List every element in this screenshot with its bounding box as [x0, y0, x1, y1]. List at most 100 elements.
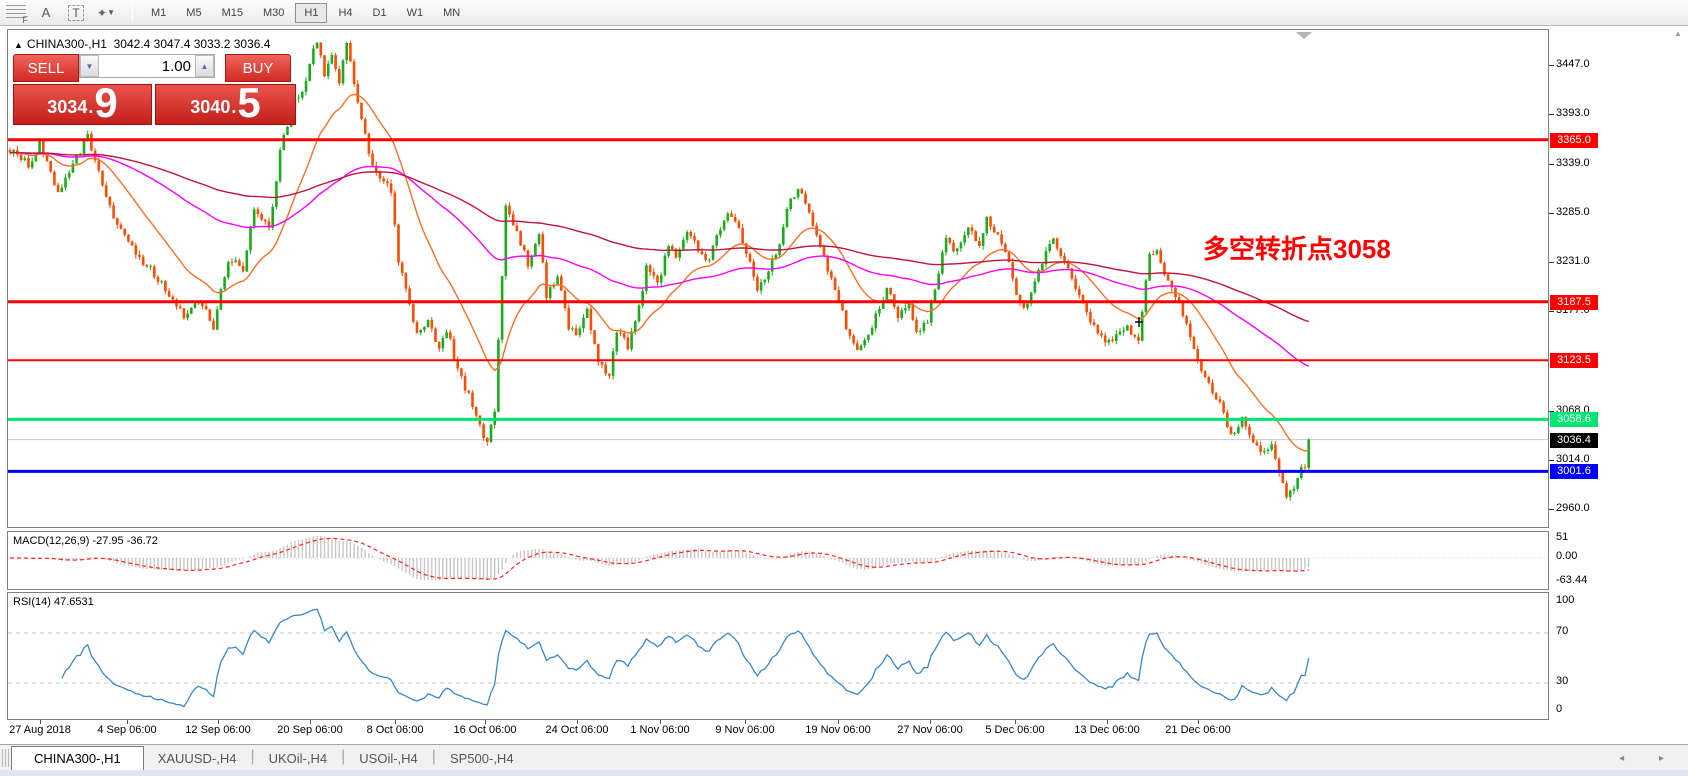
date-label: 27 Nov 06:00 — [897, 724, 963, 736]
date-tick-mark — [40, 720, 41, 724]
volume-input[interactable] — [99, 55, 195, 77]
timeframe-button-m15[interactable]: M15 — [221, 6, 243, 19]
date-label: 4 Sep 06:00 — [97, 724, 157, 736]
macd-panel[interactable]: MACD(12,26,9) -27.95 -36.72 — [7, 531, 1549, 590]
rsi-panel[interactable]: RSI(14) 47.6531 — [7, 592, 1549, 720]
collapse-arrow-icon[interactable]: ▲ — [1674, 29, 1682, 38]
symbol-tab-ukoilh4[interactable]: UKOil-,H4 — [268, 751, 328, 766]
text-label-icon[interactable]: T — [64, 3, 88, 23]
price-badge: 3036.4 — [1550, 433, 1598, 448]
date-tick-mark — [930, 720, 931, 724]
buy-price-box[interactable]: 3040. 5 — [155, 79, 296, 127]
symbol-tab-xauusdh4[interactable]: XAUUSD-,H4 — [157, 751, 237, 766]
price-badge: 3365.0 — [1550, 133, 1598, 148]
date-tick-mark — [127, 720, 128, 724]
sell-button[interactable]: SELL — [13, 54, 79, 82]
tab-separator: | — [341, 748, 346, 765]
date-label: 9 Nov 06:00 — [715, 724, 775, 736]
date-tick-mark — [1198, 720, 1199, 724]
price-tick-label: 3339.0 — [1556, 157, 1590, 169]
date-tick-mark — [218, 720, 219, 724]
chart-tab-bar: CHINA300-,H1 XAUUSD-,H4 | UKOil-,H4 | USOil-,… — [0, 744, 1688, 771]
date-tick-mark — [660, 720, 661, 724]
indicator-tick-label: 30 — [1556, 675, 1569, 687]
timeframe-button-m1[interactable]: M1 — [151, 6, 167, 19]
status-strip — [0, 770, 1688, 776]
date-label: 1 Nov 06:00 — [630, 724, 690, 736]
symbol-tab-sp500h4[interactable]: SP500-,H4 — [449, 751, 514, 766]
volume-stepper: ▼ ▲ — [79, 54, 215, 78]
price-badge: 3001.6 — [1550, 464, 1598, 479]
arrows-icon[interactable]: ✦ ▼ — [97, 5, 115, 20]
sell-price-main: 3034 — [47, 97, 88, 117]
timeframe-button-h4[interactable]: H4 — [338, 6, 353, 19]
fibonacci-icon[interactable]: F — [4, 3, 28, 25]
price-tick-mark — [1549, 411, 1554, 412]
timeframe-button-mn[interactable]: MN — [443, 6, 461, 19]
rsi-label: RSI(14) 47.6531 — [13, 596, 94, 608]
timeframe-group: M1 M5 M15 M30 H1 H4 D1 W1 MN — [141, 2, 470, 23]
timeframe-button-m30[interactable]: M30 — [262, 6, 285, 19]
date-tick-mark — [1015, 720, 1016, 724]
date-label: 13 Dec 06:00 — [1074, 724, 1140, 736]
tabbar-grip — [2, 749, 9, 767]
price-tick-mark — [1549, 164, 1554, 165]
price-badge: 3187.5 — [1550, 295, 1598, 310]
date-tick-mark — [577, 720, 578, 724]
chevron-down-icon[interactable]: ▼ — [107, 8, 115, 17]
chart-ohlc: 3042.4 3047.4 3033.2 3036.4 — [113, 37, 271, 51]
price-badge: 3123.5 — [1550, 353, 1598, 368]
symbol-tab-usoilh4[interactable]: USOil-,H4 — [359, 751, 418, 766]
price-tick-label: 3447.0 — [1556, 58, 1590, 70]
timeframe-button-w1[interactable]: W1 — [406, 6, 424, 19]
date-label: 5 Dec 06:00 — [985, 724, 1045, 736]
price-tick-label: 2960.0 — [1556, 502, 1590, 514]
date-label: 21 Dec 06:00 — [1165, 724, 1231, 736]
text-icon[interactable]: A — [41, 5, 51, 20]
symbol-tab-china300h1[interactable]: CHINA300-,H1 — [11, 746, 144, 771]
toolbar-separator — [132, 3, 133, 22]
price-badge: 3058.6 — [1550, 412, 1598, 427]
indicator-tick-label: 51 — [1556, 531, 1569, 543]
timeframe-button-h1[interactable]: H1 — [295, 2, 328, 23]
price-tick-label: 3231.0 — [1556, 255, 1590, 267]
indicator-tick-label: 70 — [1556, 625, 1569, 637]
date-label: 19 Nov 06:00 — [805, 724, 871, 736]
macd-label: MACD(12,26,9) -27.95 -36.72 — [13, 535, 158, 547]
chart-title: ▲ CHINA300-,H1 3042.4 3047.4 3033.2 3036.… — [14, 37, 270, 51]
chart-symbol: CHINA300-,H1 — [26, 37, 107, 51]
date-label: 27 Aug 2018 — [9, 724, 71, 736]
date-tick-mark — [745, 720, 746, 724]
date-tick-mark — [1107, 720, 1108, 724]
tab-separator: | — [250, 748, 255, 765]
price-tick-label: 3393.0 — [1556, 107, 1590, 119]
date-tick-mark — [838, 720, 839, 724]
price-tick-label: 3285.0 — [1556, 206, 1590, 218]
one-click-trade-widget: SELL ▼ ▲ BUY 3034.9 3040.5 — [13, 54, 299, 125]
tabs-holder: CHINA300-,H1 XAUUSD-,H4 | UKOil-,H4 | USOil-,… — [11, 746, 528, 771]
main-chart-panel[interactable]: ▲ CHINA300-,H1 3042.4 3047.4 3033.2 3036.… — [7, 29, 1549, 528]
date-label: 24 Oct 06:00 — [545, 724, 609, 736]
buy-button[interactable]: BUY — [225, 54, 291, 82]
buy-price-main: 3040 — [190, 97, 231, 117]
tab-separator: | — [431, 748, 436, 765]
volume-down-button[interactable]: ▼ — [80, 55, 99, 77]
date-tick-mark — [485, 720, 486, 724]
volume-up-button[interactable]: ▲ — [195, 55, 214, 77]
timeframe-button-d1[interactable]: D1 — [372, 6, 387, 19]
price-tick-label: 3014.0 — [1556, 453, 1590, 465]
indicator-tick-label: 0 — [1556, 703, 1563, 715]
date-label: 20 Sep 06:00 — [277, 724, 343, 736]
date-label: 16 Oct 06:00 — [453, 724, 517, 736]
price-tick-mark — [1549, 311, 1554, 312]
sell-price-big-digit: 9 — [94, 79, 118, 127]
price-tick-mark — [1549, 460, 1554, 461]
price-tick-mark — [1549, 509, 1554, 510]
symbol-triangle-icon[interactable]: ▲ — [14, 40, 23, 50]
tab-scroll-arrows[interactable]: ◂ ▸ — [1619, 753, 1680, 764]
buy-price-big-digit: 5 — [237, 79, 261, 127]
timeframe-button-m5[interactable]: M5 — [186, 6, 202, 19]
sell-price-box[interactable]: 3034. 9 — [13, 79, 152, 127]
price-tick-mark — [1549, 65, 1554, 66]
price-tick-mark — [1549, 262, 1554, 263]
